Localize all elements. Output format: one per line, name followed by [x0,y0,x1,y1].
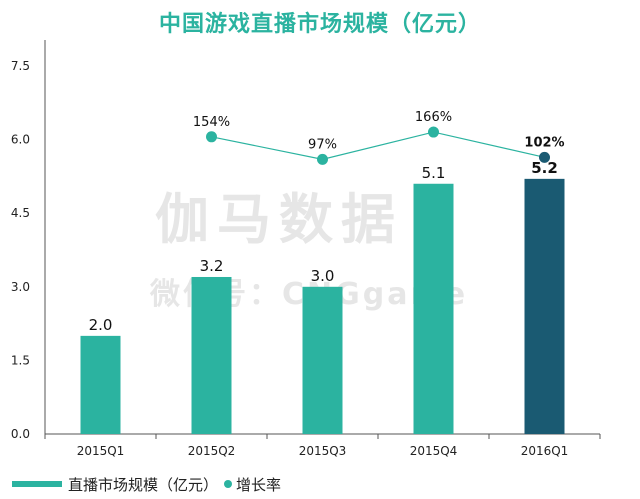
bar-value-label: 3.0 [311,267,335,285]
growth-rate-point [317,153,328,165]
x-tick-label: 2016Q1 [521,444,569,458]
growth-rate-point [539,151,550,163]
x-tick-label: 2015Q4 [410,444,458,458]
bar [524,178,565,434]
growth-rate-label: 97% [308,137,337,152]
growth-rate-point [428,126,439,138]
growth-rate-label: 154% [193,115,230,130]
bar-value-label: 3.2 [200,257,224,275]
legend-line-label: 增长率 [236,476,281,494]
y-tick-label: 4.5 [11,206,30,220]
legend-line-marker [224,480,232,488]
y-tick-label: 7.5 [11,59,30,73]
x-tick-label: 2015Q2 [188,444,236,458]
legend-bar-swatch [12,481,62,487]
bar-value-label: 5.1 [422,164,446,182]
watermark-logo-text: 伽马数据 [155,188,403,251]
growth-rate-label: 166% [415,110,452,125]
x-tick-label: 2015Q3 [299,444,347,458]
y-tick-label: 0.0 [11,427,30,441]
chart-title: 中国游戏直播市场规模（亿元） [158,12,481,37]
growth-rate-label: 102% [524,135,564,150]
bar [302,286,343,434]
legend-bar-label: 直播市场规模（亿元） [68,476,218,494]
y-tick-label: 6.0 [11,133,30,147]
growth-rate-point [206,131,217,143]
bar-value-label: 2.0 [89,316,113,334]
x-tick-label: 2015Q1 [77,444,125,458]
bar-value-label: 5.2 [531,159,558,177]
y-tick-label: 1.5 [11,353,30,367]
bar [191,276,232,434]
bar [413,183,454,434]
y-tick-label: 3.0 [11,280,30,294]
growth-rate-line [211,131,545,160]
bar [80,335,121,434]
